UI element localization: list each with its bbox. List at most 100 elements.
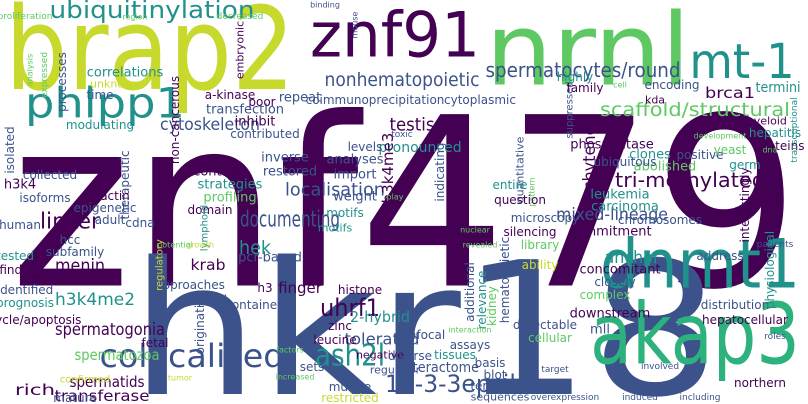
word: transcriptional (790, 97, 800, 162)
word: cellular (528, 331, 572, 345)
word: domain (188, 203, 233, 217)
word: negative (356, 349, 404, 362)
word: hkr18 (130, 222, 720, 404)
word: levels (348, 140, 383, 154)
word: contained (225, 298, 285, 312)
word: weight (333, 190, 377, 205)
word: complex (580, 288, 631, 302)
word: target (541, 365, 569, 375)
word: decreased (217, 12, 264, 22)
word: tri-methylated (615, 168, 765, 192)
word: isoforms (19, 191, 70, 205)
word: increased (276, 373, 315, 382)
word: phosphatase (570, 138, 654, 153)
word: 2-hybrid (350, 308, 410, 326)
word: diverse (388, 349, 432, 363)
word: basis (475, 356, 506, 370)
word: subfamily (46, 245, 105, 259)
word: modulating (66, 118, 134, 132)
word: proteins (756, 139, 805, 153)
word: unknown (90, 78, 140, 91)
word: toxic (391, 130, 413, 140)
word: isolated (3, 126, 17, 173)
word: contributed (230, 127, 299, 141)
word: regulatory (155, 239, 166, 291)
word: library (521, 238, 560, 252)
word: nrnl (486, 0, 691, 109)
word: znf479 (10, 69, 800, 342)
word: pronounced (378, 140, 461, 156)
word: factors (276, 346, 304, 355)
word: ubiquitinylation (50, 0, 255, 24)
word: contrast (193, 165, 247, 180)
word: leukemia (590, 188, 649, 203)
word: revealed (463, 241, 498, 250)
word: rich (15, 381, 55, 399)
word: concomitant (579, 263, 660, 278)
word: mt-1 (690, 34, 795, 90)
word: sequences (471, 391, 530, 404)
word: interestingly (738, 167, 752, 242)
word: originating (193, 290, 207, 355)
word: kda (645, 94, 665, 107)
word: fetal (142, 336, 169, 350)
word: inverse (261, 151, 309, 166)
word: cytoskeleton (160, 115, 260, 135)
word: phlpp1 (25, 79, 185, 128)
word: northern (734, 376, 786, 390)
word: ability (522, 258, 559, 272)
word: approaches (155, 278, 225, 292)
word: import (334, 168, 377, 183)
word: correlations (87, 66, 164, 81)
word: human (0, 218, 41, 232)
word: highly (557, 70, 594, 84)
word: blot (484, 368, 507, 382)
word: spermatozoa (75, 346, 160, 364)
word: brca1 (705, 84, 755, 102)
word: cell (613, 81, 627, 90)
word: cycle/apoptosis (0, 313, 81, 327)
word: proliferation (0, 12, 52, 22)
word: quantitative (514, 136, 527, 203)
word: detectable (513, 318, 577, 332)
word: hepatocellular (702, 313, 788, 327)
word: h3k4me3 (379, 133, 397, 204)
word: mature (53, 391, 96, 404)
word: spermatids (70, 373, 145, 391)
word: analysis (26, 54, 35, 86)
word: dnmt1 (600, 226, 800, 305)
word: repeat (279, 91, 321, 106)
word: mll (590, 323, 610, 338)
word: identified (0, 283, 53, 297)
word: motifs (318, 222, 353, 235)
word: including (680, 393, 721, 403)
word: menin (55, 256, 105, 277)
word: yeast (714, 143, 747, 157)
word: nonhematopoietic (325, 69, 480, 91)
word: interaction (448, 326, 491, 335)
word: 14-3-3epsilon (385, 370, 545, 398)
word: leucine (313, 333, 356, 347)
word: epigenetic (74, 201, 137, 215)
word: mixed-lineage (556, 205, 668, 225)
word: localisation (285, 180, 385, 201)
word: commitment (568, 225, 651, 240)
word: ubiquitous (593, 155, 656, 169)
word: motifs (326, 206, 364, 220)
word: actin (100, 189, 130, 203)
word: carcinoma (591, 200, 659, 215)
word: analyses (326, 153, 383, 168)
word: additional (463, 262, 477, 322)
word: implied (183, 293, 227, 307)
word: brap2 (5, 0, 295, 117)
word: termini (756, 80, 801, 96)
word: spermatocytes/round (486, 58, 681, 82)
word: zinc (328, 319, 352, 333)
word: question (494, 193, 546, 207)
word: germ (729, 158, 760, 172)
word: induced (622, 393, 658, 403)
word: indicating (433, 142, 447, 201)
word: silencing (503, 225, 556, 239)
word: terminus (470, 379, 523, 393)
